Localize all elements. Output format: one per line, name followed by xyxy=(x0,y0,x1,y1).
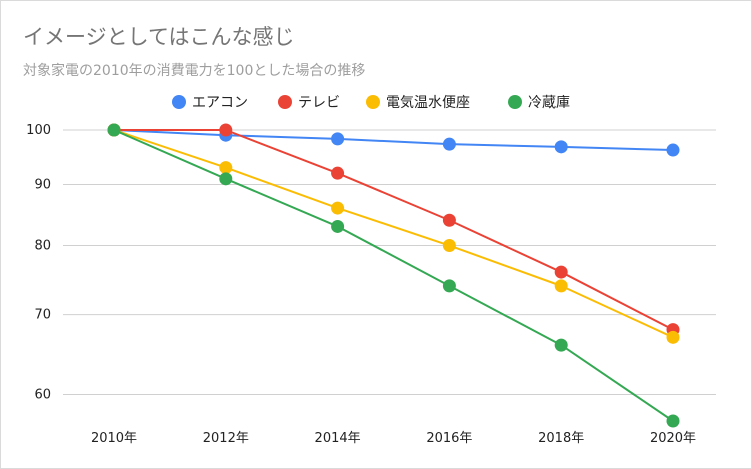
series-line-3 xyxy=(113,129,674,422)
x-tick-label-3: 2016年 xyxy=(426,431,472,446)
data-point-3-4 xyxy=(554,338,568,352)
data-point-1-4 xyxy=(554,265,568,279)
data-point-0-5 xyxy=(666,143,680,157)
data-point-1-1 xyxy=(219,123,233,137)
data-point-3-3 xyxy=(442,279,456,293)
data-point-0-4 xyxy=(554,140,568,154)
data-point-2-3 xyxy=(442,239,456,253)
y-tick-label-90: 90 xyxy=(34,178,51,193)
series-line-1 xyxy=(114,129,674,331)
x-tick-label-1: 2012年 xyxy=(203,431,249,446)
legend-marker-0 xyxy=(172,95,186,109)
data-point-0-2 xyxy=(331,132,345,146)
legend-label-0: エアコン xyxy=(192,95,248,111)
data-point-3-0 xyxy=(107,123,121,137)
legend-marker-1 xyxy=(278,95,292,109)
legend-label-3: 冷蔵庫 xyxy=(528,94,570,111)
data-point-2-2 xyxy=(331,201,345,215)
legend-marker-3 xyxy=(508,95,522,109)
data-point-3-2 xyxy=(331,219,345,233)
data-point-3-5 xyxy=(666,414,680,428)
data-point-3-1 xyxy=(219,172,233,186)
legend-marker-2 xyxy=(366,95,380,109)
x-tick-label-2: 2014年 xyxy=(315,431,361,446)
x-tick-label-4: 2018年 xyxy=(538,431,584,446)
x-tick-label-5: 2020年 xyxy=(650,431,696,446)
y-tick-label-100: 100 xyxy=(26,123,51,138)
data-point-2-1 xyxy=(219,161,233,175)
x-tick-label-0: 2010年 xyxy=(91,431,137,446)
legend-label-2: 電気温水便座 xyxy=(386,95,470,111)
chart-subtitle: 対象家電の2010年の消費電力を100とした場合の推移 xyxy=(23,63,366,79)
chart-title: イメージとしてはこんな感じ xyxy=(23,25,295,49)
legend-label-1: テレビ xyxy=(298,95,340,111)
data-point-2-4 xyxy=(554,279,568,293)
y-tick-label-60: 60 xyxy=(34,387,51,402)
y-tick-label-70: 70 xyxy=(34,308,51,323)
series-line-2 xyxy=(113,129,674,339)
data-point-2-5 xyxy=(666,330,680,344)
y-tick-label-80: 80 xyxy=(34,239,51,254)
data-point-1-3 xyxy=(442,213,456,227)
data-point-0-3 xyxy=(442,137,456,151)
data-point-1-2 xyxy=(331,166,345,180)
series-line-0 xyxy=(113,129,674,152)
